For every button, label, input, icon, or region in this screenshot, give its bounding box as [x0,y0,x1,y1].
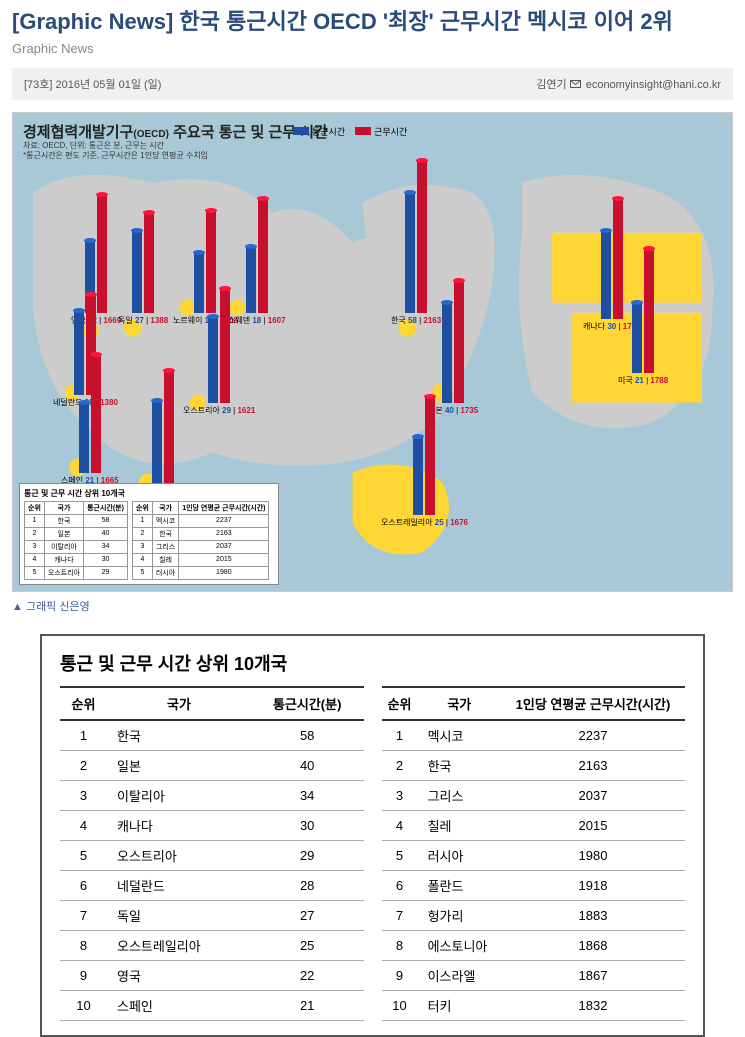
table-row: 1한국58 [25,514,128,527]
table-row: 4캐나다30 [25,553,128,566]
big-table-commute: 순위국가통근시간(분)1한국582일본403이탈리아344캐나다305오스트리아… [60,686,364,1021]
infographic-title: 경제협력개발기구(OECD) 주요국 통근 및 근무 시간 [23,121,328,142]
infographic-map: 경제협력개발기구(OECD) 주요국 통근 및 근무 시간 자료: OECD, … [12,112,733,592]
big-table-box: 통근 및 근무 시간 상위 10개국 순위국가통근시간(분)1한국582일본40… [40,634,705,1037]
country-독일: 독일 27 | 1388 [118,213,168,326]
table-row: 5오스트리아29 [60,840,364,870]
mini-table-commute: 순위국가통근시간(분)1한국582일본403이탈리아344캐나다305오스트리아… [24,501,128,580]
table-row: 4캐나다30 [60,810,364,840]
table-row: 10터키1832 [382,990,686,1020]
table-row: 5러시아1980 [132,566,269,579]
article-category: Graphic News [0,41,745,68]
mini-table-box: 통근 및 근무 시간 상위 10개국 순위국가통근시간(분)1한국582일본40… [19,483,279,585]
country-스페인: 스페인 21 | 1665 [61,355,119,486]
table-row: 1멕시코2237 [132,514,269,527]
table-row: 8에스토니아1868 [382,930,686,960]
table-row: 7헝가리1883 [382,900,686,930]
table-row: 9영국22 [60,960,364,990]
article-headline: [Graphic News] 한국 통근시간 OECD '최장' 근무시간 멕시… [0,0,745,41]
table-row: 9이스라엘1867 [382,960,686,990]
author-email[interactable]: economyinsight@hani.co.kr [586,79,721,91]
table-row: 5러시아1980 [382,840,686,870]
table-row: 10스페인21 [60,990,364,1020]
table-row: 3그리스2037 [382,780,686,810]
table-row: 5오스트리아29 [25,566,128,579]
table-row: 8오스트레일리아25 [60,930,364,960]
big-table-work: 순위국가1인당 연평균 근무시간(시간)1멕시코22372한국21633그리스2… [382,686,686,1021]
graphic-caption: ▲ 그래픽 신은영 [0,592,745,634]
table-row: 1멕시코2237 [382,720,686,751]
table-row: 4칠레2015 [132,553,269,566]
table-row: 4칠레2015 [382,810,686,840]
author-block: 김연기 economyinsight@hani.co.kr [536,76,721,92]
legend-swatch-commute [293,127,309,135]
table-row: 6네덜란드28 [60,870,364,900]
table-row: 1한국58 [60,720,364,751]
table-row: 6폴란드1918 [382,870,686,900]
table-row: 3이탈리아34 [25,540,128,553]
table-row: 7독일27 [60,900,364,930]
author-name: 김연기 [536,79,566,91]
country-미국: 미국 21 | 1788 [618,249,668,386]
table-row: 2한국2163 [382,750,686,780]
mini-table-work: 순위국가1인당 연평균 근무시간(시간)1멕시코22372한국21633그리스2… [132,501,270,580]
email-icon [570,79,581,91]
country-오스트레일리아: 오스트레일리아 25 | 1676 [381,397,468,528]
meta-bar: [73호] 2016년 05월 01일 (일) 김연기 economyinsig… [12,68,733,100]
table-row: 3그리스2037 [132,540,269,553]
table-row: 2일본40 [25,527,128,540]
table-row: 2한국2163 [132,527,269,540]
legend: 통근시간 근무시간 [293,125,407,138]
legend-swatch-work [355,127,371,135]
infographic-subtitle: 자료: OECD, 단위: 통근은 분, 근무는 시간 *통근시간은 편도 기준… [23,141,208,162]
big-table-title: 통근 및 근무 시간 상위 10개국 [60,650,685,676]
table-row: 3이탈리아34 [60,780,364,810]
issue-date: [73호] 2016년 05월 01일 (일) [24,76,161,92]
table-row: 2일본40 [60,750,364,780]
